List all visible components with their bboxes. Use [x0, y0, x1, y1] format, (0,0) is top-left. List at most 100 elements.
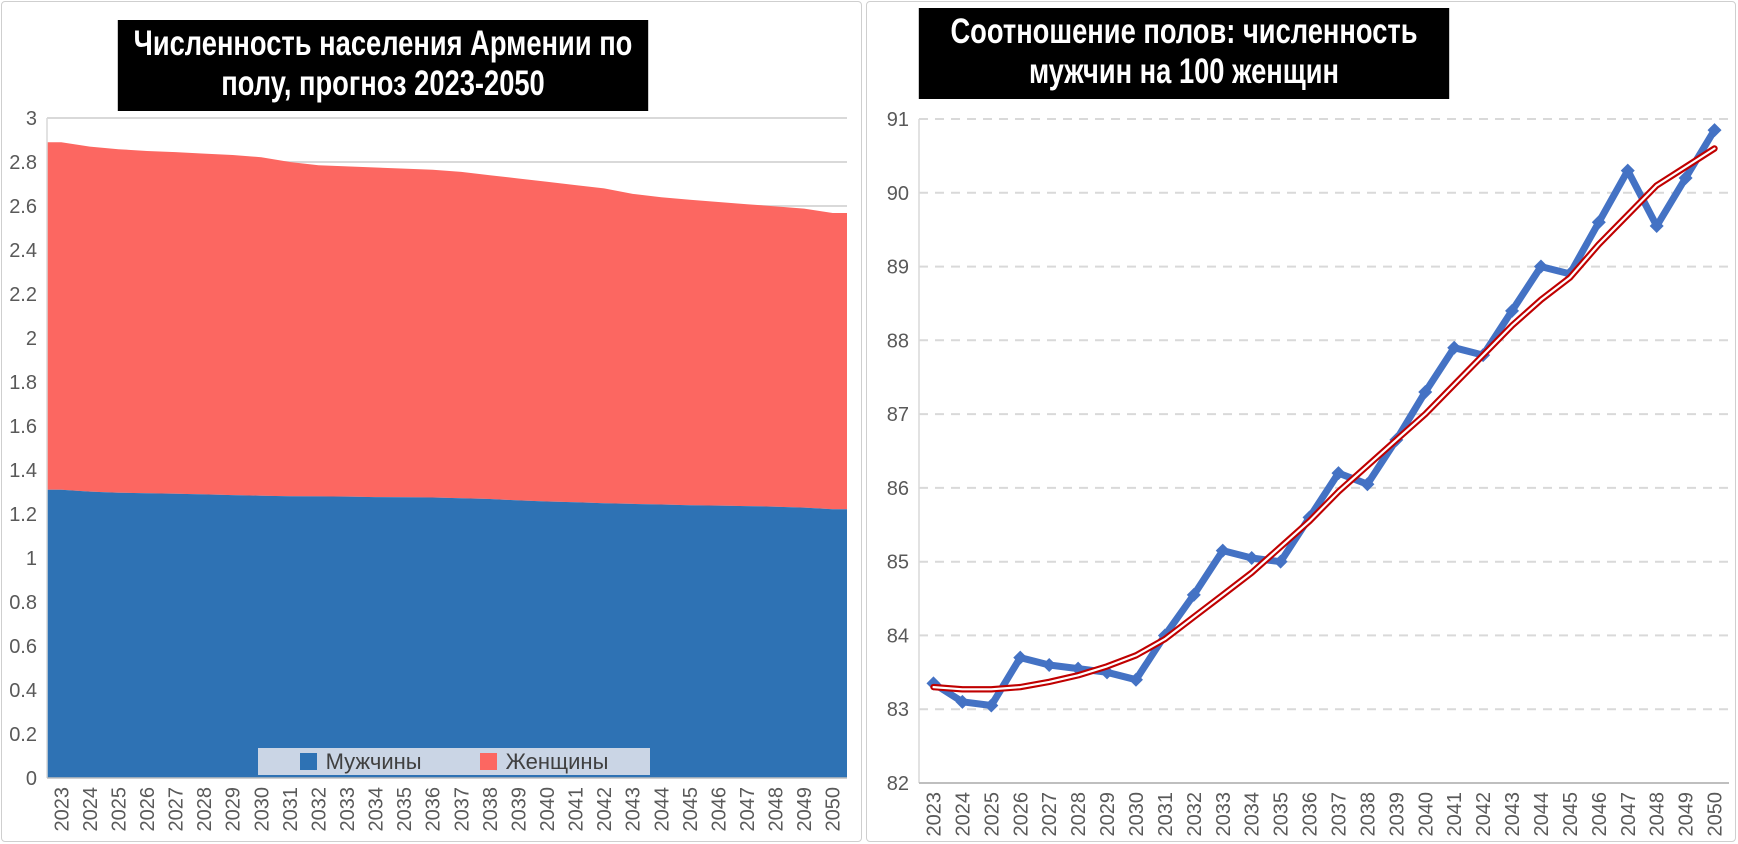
diamond-marker-2026: [1013, 650, 1028, 665]
diamond-marker-2038: [1360, 477, 1375, 492]
y-tick-label-86: 86: [887, 478, 909, 500]
chart-legend: Мужчины Женщины: [258, 748, 650, 775]
x-tick-label-2033: 2033: [1213, 792, 1235, 837]
x-tick-label-2047: 2047: [737, 787, 759, 832]
x-tick-label-2042: 2042: [594, 787, 616, 832]
y-tick-label-88: 88: [887, 330, 909, 352]
x-tick-label-2041: 2041: [1444, 792, 1466, 837]
x-tick-label-2023: 2023: [924, 792, 946, 837]
diamond-marker-2048: [1649, 218, 1664, 233]
x-tick-label-2035: 2035: [394, 787, 416, 832]
x-tick-label-2041: 2041: [566, 787, 588, 832]
y-tick-label-2.6: 2.6: [9, 196, 37, 218]
diamond-marker-2046: [1591, 215, 1606, 230]
x-tick-label-2049: 2049: [794, 787, 816, 832]
y-tick-label-91: 91: [887, 109, 909, 131]
x-tick-label-2036: 2036: [1300, 792, 1322, 837]
x-tick-label-2026: 2026: [137, 787, 159, 832]
y-tick-label-1: 1: [26, 548, 37, 570]
diamond-marker-2027: [1042, 657, 1057, 672]
x-tick-label-2033: 2033: [337, 787, 359, 832]
population-area-chart-svg: 3 2.8 2.6 2.4 2.2 2 1.8 1.6 1.4 1.2 1 0.8 0.6 0.4 0.2 0…: [9, 108, 847, 832]
y-tick-label-83: 83: [887, 699, 909, 721]
y-tick-label-2.2: 2.2: [9, 284, 37, 306]
y-tick-label-1.2: 1.2: [9, 504, 37, 526]
diamond-marker-2049: [1678, 171, 1693, 186]
x-tick-label-2042: 2042: [1473, 792, 1495, 837]
x-tick-label-2039: 2039: [508, 787, 530, 832]
y-tick-label-90: 90: [887, 183, 909, 205]
y-tick-label-0: 0: [26, 768, 37, 790]
legend-item-women: Женщины: [479, 748, 609, 775]
x-tick-label-2026: 2026: [1010, 792, 1032, 837]
right-chart-title-box: Соотношение полов: численность мужчин на…: [844, 8, 1524, 99]
legend-label-women: Женщины: [505, 748, 609, 774]
diamond-marker-2050: [1707, 123, 1722, 138]
right-chart-title: Соотношение полов: численность мужчин на…: [918, 8, 1450, 99]
x-tick-label-2050: 2050: [1705, 792, 1727, 837]
diamond-marker-2047: [1620, 163, 1635, 178]
diamond-marker-2037: [1331, 466, 1346, 481]
x-tick-label-2025: 2025: [981, 792, 1003, 837]
legend-item-men: Мужчины: [299, 748, 422, 775]
y-tick-label-82: 82: [887, 773, 909, 795]
x-tick-label-2034: 2034: [1242, 792, 1264, 837]
y-tick-label-1.4: 1.4: [9, 460, 37, 482]
x-tick-label-2028: 2028: [1068, 792, 1090, 837]
ratio-line-series: [930, 126, 1718, 709]
x-tick-label-2043: 2043: [1502, 792, 1524, 837]
x-tick-label-2032: 2032: [1184, 792, 1206, 837]
men-area-series: [47, 489, 847, 778]
y-tick-label-2: 2: [26, 328, 37, 350]
x-tick-label-2046: 2046: [1589, 792, 1611, 837]
y-tick-label-85: 85: [887, 552, 909, 574]
legend-label-men: Мужчины: [325, 748, 422, 774]
men-swatch-icon: [299, 753, 317, 770]
y-tick-label-3: 3: [26, 108, 37, 130]
y-tick-label-2.8: 2.8: [9, 152, 37, 174]
x-tick-label-2040: 2040: [1415, 792, 1437, 837]
x-tick-label-2025: 2025: [108, 787, 130, 832]
x-tick-label-2046: 2046: [708, 787, 730, 832]
x-tick-label-2048: 2048: [766, 787, 788, 832]
x-tick-label-2048: 2048: [1647, 792, 1669, 837]
diamond-marker-2023: [926, 676, 941, 691]
diamond-marker-2024: [955, 694, 970, 709]
x-tick-label-2023: 2023: [51, 787, 73, 832]
x-tick-label-2044: 2044: [651, 787, 673, 832]
y-tick-label-87: 87: [887, 404, 909, 426]
trend-line-inner: [932, 147, 1716, 691]
y-tick-label-84: 84: [887, 625, 909, 647]
x-tick-label-2032: 2032: [308, 787, 330, 832]
x-tick-label-2037: 2037: [1329, 792, 1351, 837]
x-tick-label-2047: 2047: [1618, 792, 1640, 837]
left-chart-title-box: Численность населения Армении по полу, п…: [43, 20, 723, 111]
y-tick-label-0.4: 0.4: [9, 680, 37, 702]
y-tick-label-89: 89: [887, 257, 909, 279]
x-tick-label-2036: 2036: [423, 787, 445, 832]
x-tick-label-2024: 2024: [80, 787, 102, 832]
population-chart-panel: 3 2.8 2.6 2.4 2.2 2 1.8 1.6 1.4 1.2 1 0.8 0.6 0.4 0.2 0…: [1, 1, 862, 842]
x-tick-label-2043: 2043: [623, 787, 645, 832]
x-tick-label-2029: 2029: [1097, 792, 1119, 837]
x-tick-label-2024: 2024: [952, 792, 974, 837]
x-tick-label-2044: 2044: [1531, 792, 1553, 837]
x-tick-label-2028: 2028: [194, 787, 216, 832]
x-tick-label-2039: 2039: [1386, 792, 1408, 837]
y-tick-label-1.8: 1.8: [9, 372, 37, 394]
women-swatch-icon: [479, 753, 497, 770]
x-tick-label-2040: 2040: [537, 787, 559, 832]
y-tick-label-0.2: 0.2: [9, 724, 37, 746]
x-tick-label-2049: 2049: [1676, 792, 1698, 837]
x-tick-label-2037: 2037: [451, 787, 473, 832]
x-tick-label-2050: 2050: [823, 787, 845, 832]
left-chart-title: Численность населения Армении по полу, п…: [117, 20, 649, 111]
diamond-marker-2025: [984, 698, 999, 713]
y-tick-label-1.6: 1.6: [9, 416, 37, 438]
diamond-marker-2041: [1447, 340, 1462, 355]
sex-ratio-line-chart-svg: 91 90 89 88 87 86 85 84 83 82 2023 2024 2025 2026 2027…: [887, 109, 1729, 837]
diamond-marker-2043: [1505, 303, 1520, 318]
x-tick-label-2045: 2045: [1560, 792, 1582, 837]
diamond-marker-2028: [1071, 661, 1086, 676]
